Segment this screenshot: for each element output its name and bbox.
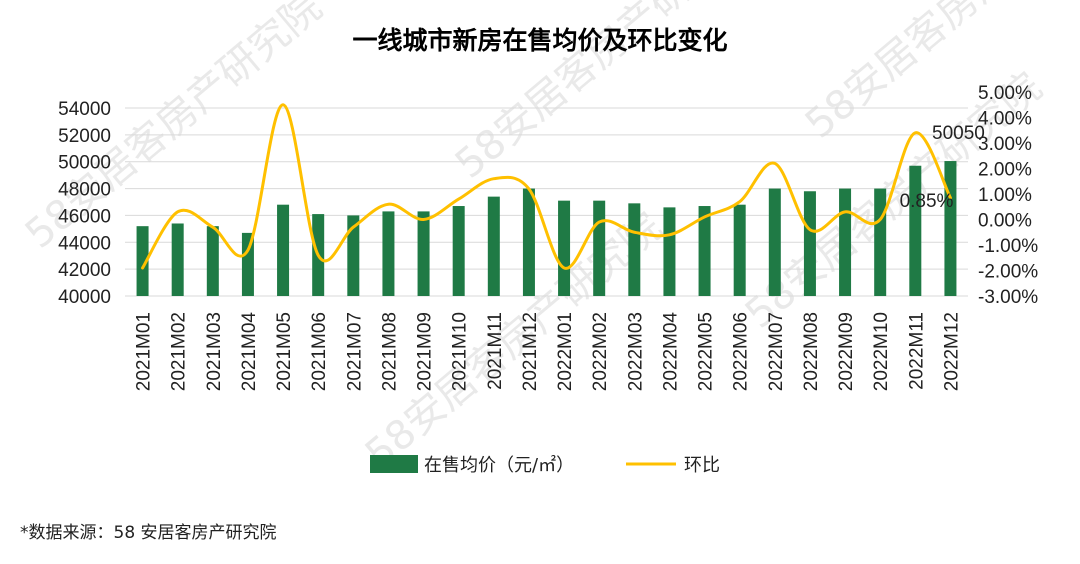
bar-2022M09 xyxy=(839,188,852,296)
category-label-2022M05: 2022M05 xyxy=(696,312,717,391)
source-note: *数据来源：58 安居客房产研究院 xyxy=(20,523,277,543)
category-label-2022M10: 2022M10 xyxy=(871,312,892,391)
data-label-bar-last: 50050 xyxy=(932,123,985,144)
right-tick-5: 2.00% xyxy=(978,160,1032,181)
category-label-2022M08: 2022M08 xyxy=(801,312,822,391)
right-tick-7: 4.00% xyxy=(978,109,1032,130)
category-label-2022M12: 2022M12 xyxy=(941,312,962,391)
category-label-2021M12: 2021M12 xyxy=(520,312,541,391)
bar-2022M01 xyxy=(558,200,571,296)
left-tick-4: 48000 xyxy=(58,180,111,201)
category-label-2021M01: 2021M01 xyxy=(134,312,155,391)
right-axis: -3.00% -2.00% -1.00% 0.00% 1.00% 2.00% 3.00% 4.… xyxy=(978,83,1038,308)
chart-title: 一线城市新房在售均价及环比变化 xyxy=(352,26,727,55)
bar-2021M01 xyxy=(136,226,149,296)
data-labels: 50050 0.85% xyxy=(900,123,985,212)
category-label-2021M09: 2021M09 xyxy=(415,312,436,391)
right-tick-2: -1.00% xyxy=(978,236,1038,257)
category-label-2021M05: 2021M05 xyxy=(274,312,295,391)
category-label-2021M03: 2021M03 xyxy=(204,312,225,391)
bar-2021M03 xyxy=(206,226,219,296)
left-tick-7: 54000 xyxy=(58,99,111,120)
category-label-2021M07: 2021M07 xyxy=(344,312,365,391)
legend-label-price: 在售均价（元/㎡） xyxy=(424,454,574,476)
category-label-2021M08: 2021M08 xyxy=(379,312,400,391)
bar-2022M08 xyxy=(803,191,816,296)
bar-2021M02 xyxy=(171,223,184,296)
category-label-2022M11: 2022M11 xyxy=(906,312,927,390)
category-label-2021M11: 2021M11 xyxy=(485,312,506,390)
left-axis: 40000 42000 44000 46000 48000 50000 52000 54000 xyxy=(58,99,111,308)
bar-2021M09 xyxy=(417,211,430,296)
line-series xyxy=(141,103,952,270)
bar-2022M04 xyxy=(663,207,676,296)
legend-swatch-bar xyxy=(370,455,418,473)
bar-2021M08 xyxy=(382,211,395,296)
data-label-line-last: 0.85% xyxy=(900,191,954,212)
legend-label-mom: 环比 xyxy=(684,455,720,476)
bar-2021M04 xyxy=(241,232,254,296)
category-label-2022M02: 2022M02 xyxy=(590,312,611,391)
category-label-2021M06: 2021M06 xyxy=(309,312,330,391)
bar-2022M10 xyxy=(874,188,887,296)
bar-2022M03 xyxy=(628,203,641,296)
category-axis: 2021M01 2021M02 2021M03 2021M04 2021M05 2021M… xyxy=(134,312,963,392)
category-label-2022M01: 2022M01 xyxy=(555,312,576,391)
left-tick-5: 50000 xyxy=(58,153,111,174)
bar-2022M05 xyxy=(698,206,711,296)
bar-2021M11 xyxy=(487,196,500,296)
left-tick-0: 40000 xyxy=(58,287,111,308)
right-tick-1: -2.00% xyxy=(978,262,1038,283)
right-tick-8: 5.00% xyxy=(978,83,1032,104)
left-tick-1: 42000 xyxy=(58,260,111,281)
left-tick-6: 52000 xyxy=(58,126,111,147)
bar-2021M05 xyxy=(277,204,290,296)
bar-2022M12 xyxy=(944,161,957,296)
right-tick-3: 0.00% xyxy=(978,211,1032,232)
category-label-2021M10: 2021M10 xyxy=(450,312,471,391)
bar-2021M07 xyxy=(347,215,360,296)
left-tick-3: 46000 xyxy=(58,206,111,227)
bar-2022M07 xyxy=(768,188,781,296)
category-label-2021M02: 2021M02 xyxy=(169,312,190,391)
legend: 在售均价（元/㎡） 环比 xyxy=(370,454,720,476)
bar-2021M12 xyxy=(522,188,535,296)
category-label-2022M09: 2022M09 xyxy=(836,312,857,391)
bar-2022M11 xyxy=(909,165,922,296)
category-label-2022M04: 2022M04 xyxy=(660,312,681,392)
bar-2021M10 xyxy=(452,206,465,296)
left-tick-2: 44000 xyxy=(58,233,111,254)
right-tick-4: 1.00% xyxy=(978,185,1032,206)
category-label-2022M03: 2022M03 xyxy=(625,312,646,391)
watermark-text-3: 58安居客房产研究院 xyxy=(357,204,671,478)
category-label-2022M06: 2022M06 xyxy=(731,312,752,391)
bar-2022M06 xyxy=(733,204,746,296)
right-tick-0: -3.00% xyxy=(978,287,1038,308)
bar-2022M02 xyxy=(593,200,606,296)
right-tick-6: 3.00% xyxy=(978,134,1032,155)
category-label-2022M07: 2022M07 xyxy=(766,312,787,391)
category-label-2021M04: 2021M04 xyxy=(239,312,260,392)
